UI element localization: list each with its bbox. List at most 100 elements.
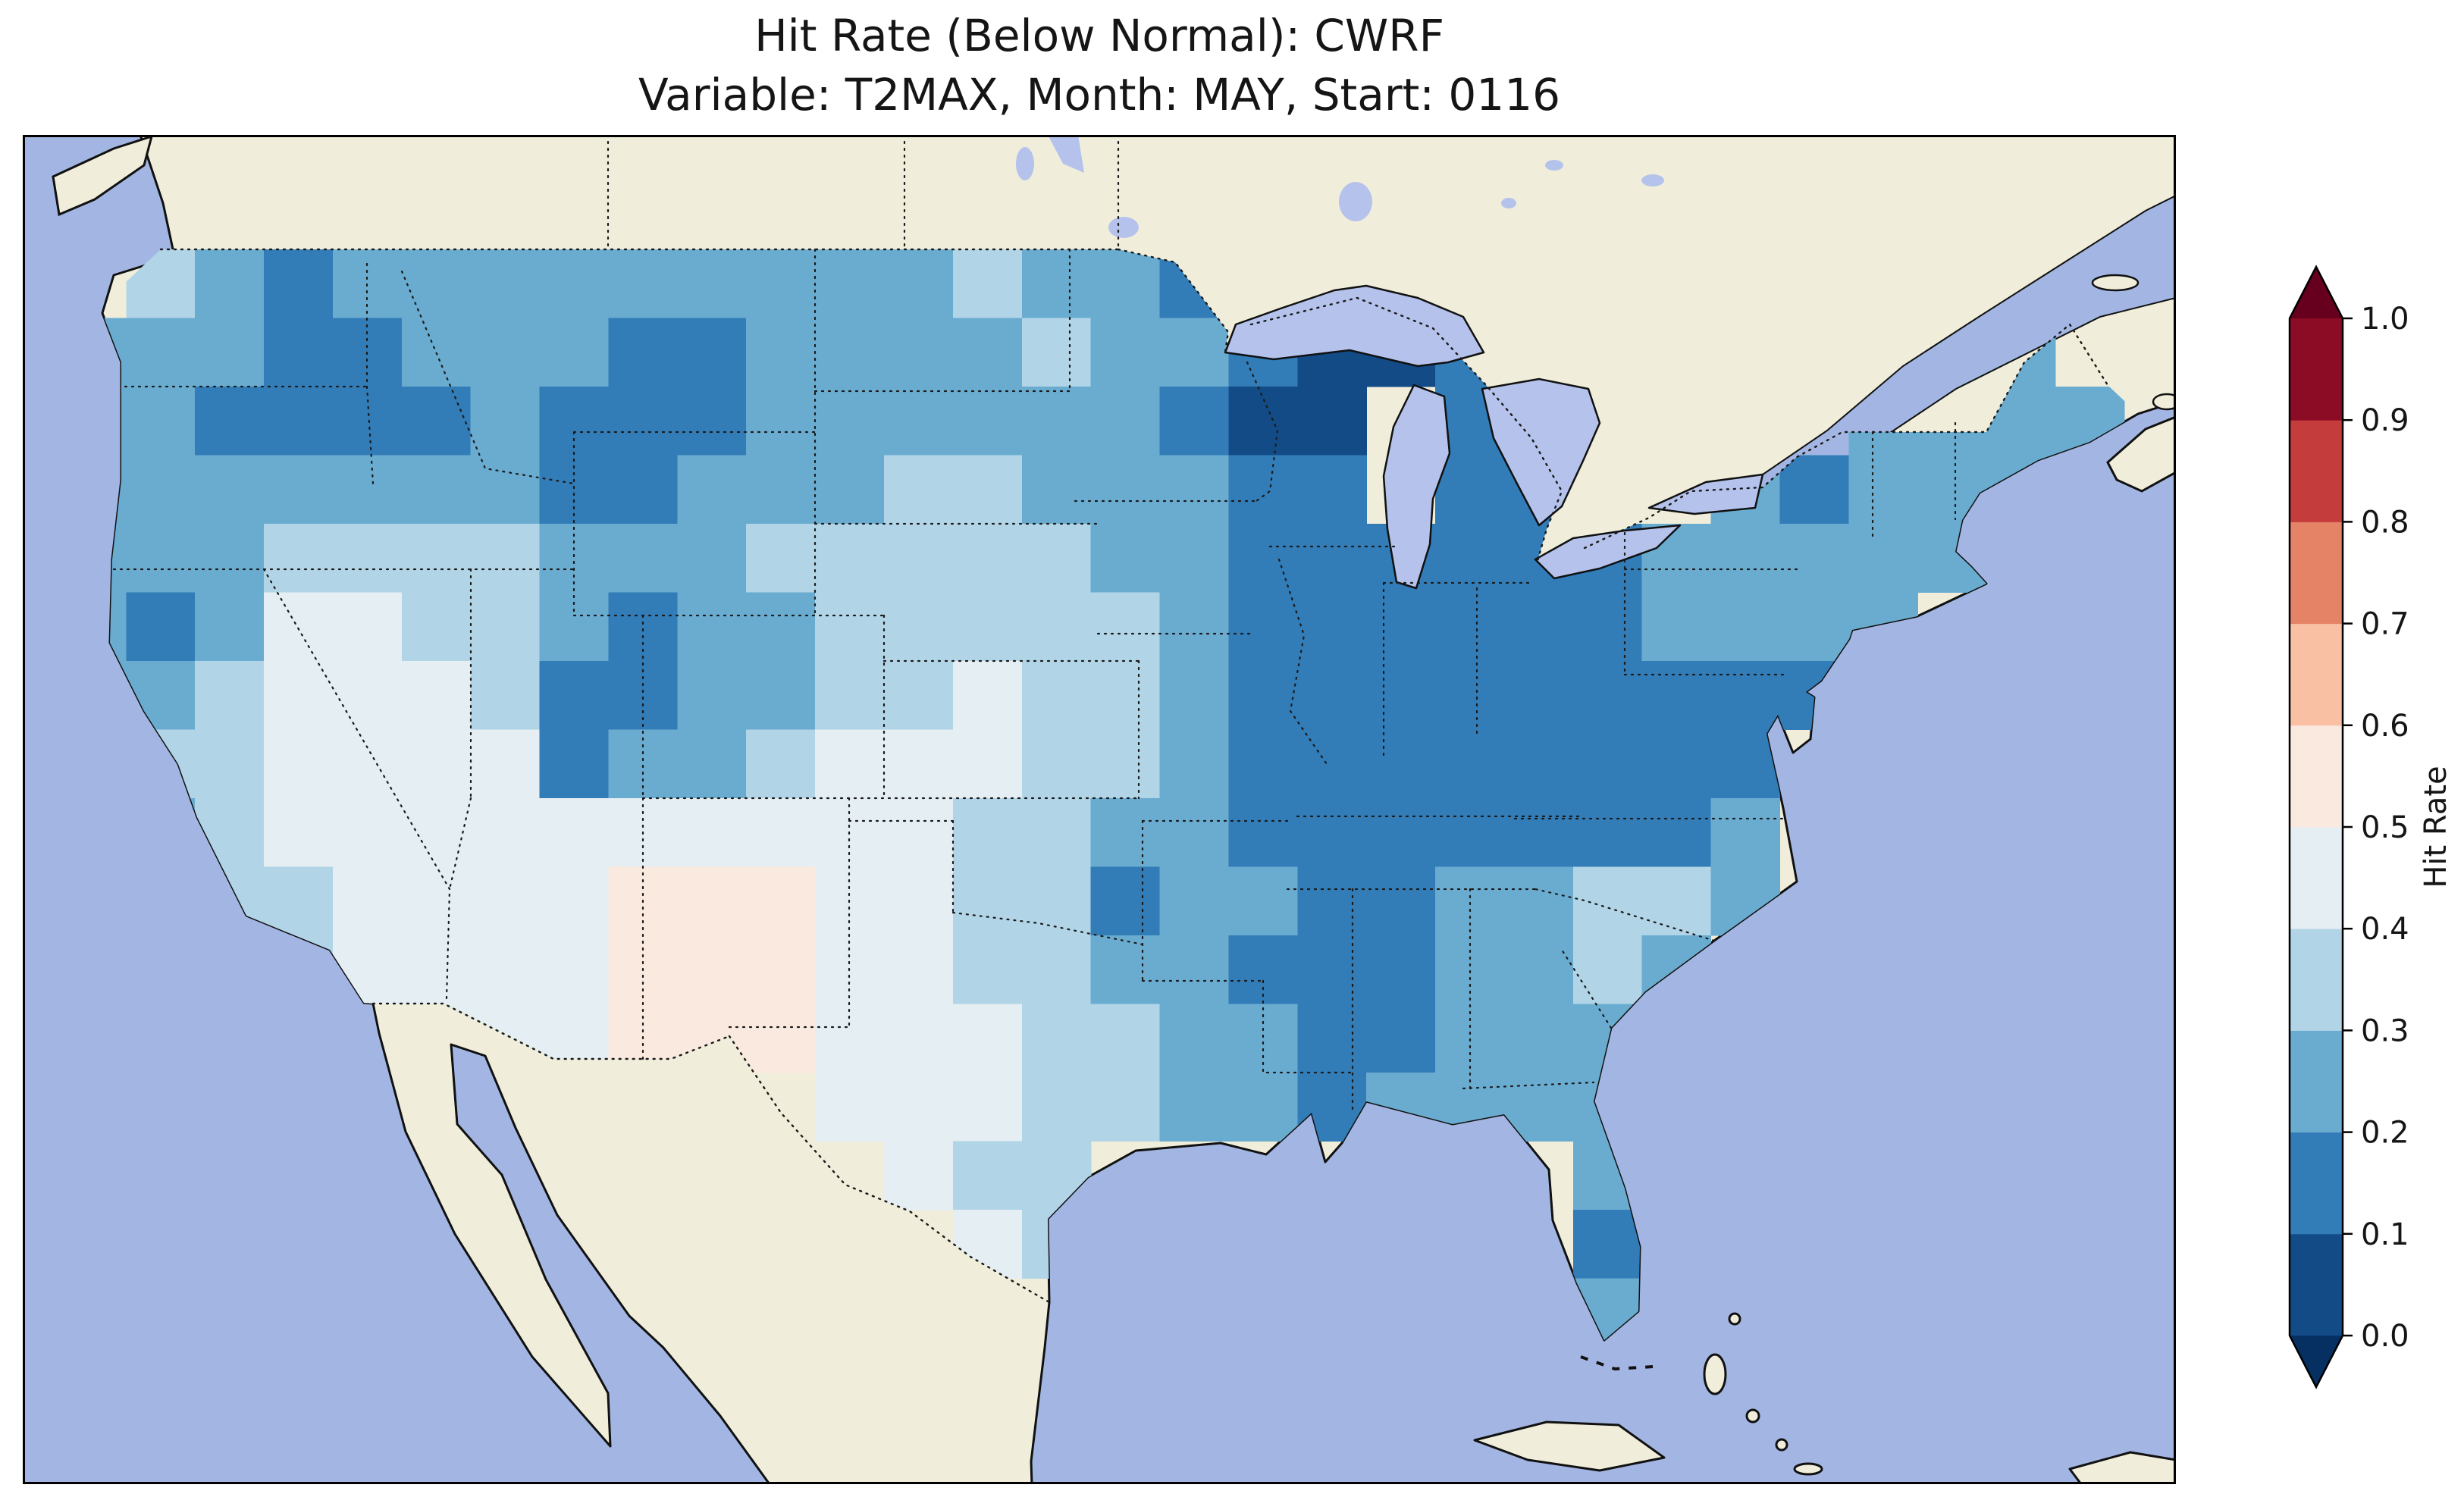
heatmap-cell bbox=[1710, 660, 1781, 730]
heatmap-cell bbox=[1159, 935, 1229, 1004]
heatmap-cell bbox=[470, 386, 541, 456]
heatmap-cell bbox=[884, 455, 954, 525]
heatmap-cell bbox=[470, 249, 541, 318]
heatmap-cell bbox=[1021, 1072, 1092, 1142]
national-borders-dotted bbox=[159, 248, 2109, 1304]
heatmap-cell bbox=[1090, 729, 1161, 799]
heatmap-cell bbox=[1090, 935, 1161, 1004]
heatmap-cell bbox=[1228, 455, 1298, 525]
heatmap-cell bbox=[401, 797, 472, 867]
heatmap-cell bbox=[1159, 797, 1229, 867]
colorbar-tick-label: 0.8 bbox=[2361, 505, 2409, 540]
heatmap-cell bbox=[1159, 592, 1229, 662]
heatmap-cell bbox=[1366, 1004, 1436, 1073]
heatmap-cell bbox=[815, 729, 885, 799]
heatmap-cell bbox=[539, 866, 610, 936]
heatmap-cell bbox=[333, 386, 403, 456]
heatmap-cell bbox=[195, 249, 265, 318]
heatmap-cell bbox=[746, 249, 816, 318]
heatmap-cell bbox=[333, 660, 403, 730]
heatmap-cell bbox=[1779, 523, 1849, 593]
heatmap-cell bbox=[677, 523, 747, 593]
colorbar-bin bbox=[2290, 1132, 2343, 1235]
heatmap-cell bbox=[333, 592, 403, 662]
heatmap-cell bbox=[195, 729, 265, 799]
heatmap-cell bbox=[1090, 523, 1161, 593]
heatmap-cell bbox=[1641, 797, 1712, 867]
heatmap-cell bbox=[1090, 660, 1161, 730]
heatmap-cell bbox=[1435, 455, 1505, 525]
heatmap-cell bbox=[195, 455, 265, 525]
bahamas-island bbox=[1728, 1312, 1741, 1326]
colorbar-bin bbox=[2290, 521, 2343, 625]
heatmap-cell bbox=[1572, 592, 1643, 662]
heatmap-cell bbox=[884, 523, 954, 593]
heatmap-cell bbox=[952, 866, 1023, 936]
lake-erie bbox=[1534, 524, 1682, 580]
heatmap-cell bbox=[1503, 1004, 1574, 1073]
bahamas-island bbox=[1775, 1438, 1788, 1452]
heatmap-cell bbox=[608, 318, 678, 387]
canadian-lakes bbox=[1016, 135, 1888, 487]
colorbar-bin bbox=[2290, 623, 2343, 726]
heatmap-cell bbox=[1228, 523, 1298, 593]
heatmap-cell bbox=[264, 523, 334, 593]
colorbar-bin bbox=[2290, 827, 2343, 929]
heatmap-cell bbox=[1572, 729, 1643, 799]
hit-rate-colorbar: 0.0 0.1 0.2 0.3 0.4 0.5 0.6 0.7 0.8 0.9 1.0 Hit Rat… bbox=[2288, 265, 2453, 1389]
colorbar-tick-label: 0.2 bbox=[2361, 1116, 2409, 1151]
heatmap-cell bbox=[1435, 797, 1505, 867]
bahamas-island bbox=[1745, 1408, 1760, 1424]
heatmap-cell bbox=[952, 1004, 1023, 1073]
heatmap-cell bbox=[1297, 729, 1367, 799]
heatmap-cell bbox=[1572, 866, 1643, 936]
cape-breton-island bbox=[2152, 393, 2176, 411]
heatmap-cell bbox=[264, 797, 334, 867]
heatmap-cell bbox=[1297, 935, 1367, 1004]
heatmap-cell bbox=[1435, 660, 1505, 730]
heatmap-cell bbox=[1297, 1004, 1367, 1073]
colorbar-over-arrow bbox=[2290, 267, 2343, 318]
heatmap-cell bbox=[264, 592, 334, 662]
heatmap-cell bbox=[333, 866, 403, 936]
heatmap-cell bbox=[952, 797, 1023, 867]
heatmap-cell bbox=[746, 660, 816, 730]
heatmap-cell bbox=[470, 935, 541, 1004]
heatmap-cell bbox=[1021, 866, 1092, 936]
heatmap-cell bbox=[1848, 523, 1918, 593]
heatmap-cell bbox=[1572, 797, 1643, 867]
heatmap-cell bbox=[1159, 386, 1229, 456]
heatmap-cell bbox=[126, 386, 196, 456]
heatmap-cell bbox=[1228, 797, 1298, 867]
heatmap-cell bbox=[1021, 455, 1092, 525]
heatmap-cell bbox=[815, 455, 885, 525]
heatmap-cell bbox=[1159, 318, 1229, 387]
heatmap-cell bbox=[1572, 1209, 1643, 1279]
heatmap-cell bbox=[1779, 592, 1849, 662]
heatmap-cell bbox=[1710, 523, 1781, 593]
heatmap-cell bbox=[746, 729, 816, 799]
colorbar-bin bbox=[2290, 1233, 2343, 1336]
heatmap-cell bbox=[539, 935, 610, 1004]
colorbar-tick-label: 0.4 bbox=[2361, 912, 2409, 947]
heatmap-cell bbox=[884, 660, 954, 730]
heatmap-cell bbox=[1572, 660, 1643, 730]
heatmap-cell bbox=[264, 866, 334, 936]
us-hit-rate-map bbox=[23, 135, 2176, 1484]
heatmap-cell bbox=[264, 660, 334, 730]
florida-keys bbox=[1580, 1355, 1654, 1371]
heatmap-cell bbox=[1090, 318, 1161, 387]
heatmap-cell bbox=[677, 797, 747, 867]
heatmap-cell bbox=[1090, 386, 1161, 456]
heatmap-cell bbox=[1228, 386, 1298, 456]
heatmap-cell bbox=[677, 729, 747, 799]
colorbar-tick-label: 0.7 bbox=[2361, 607, 2409, 642]
heatmap-cell bbox=[470, 592, 541, 662]
heatmap-cell bbox=[1228, 866, 1298, 936]
cuba bbox=[1473, 1420, 1666, 1472]
heatmap-cell bbox=[677, 455, 747, 525]
heatmap-cell bbox=[1366, 729, 1436, 799]
heatmap-cell bbox=[1503, 935, 1574, 1004]
heatmap-cell bbox=[1297, 797, 1367, 867]
heatmap-cell bbox=[1159, 729, 1229, 799]
